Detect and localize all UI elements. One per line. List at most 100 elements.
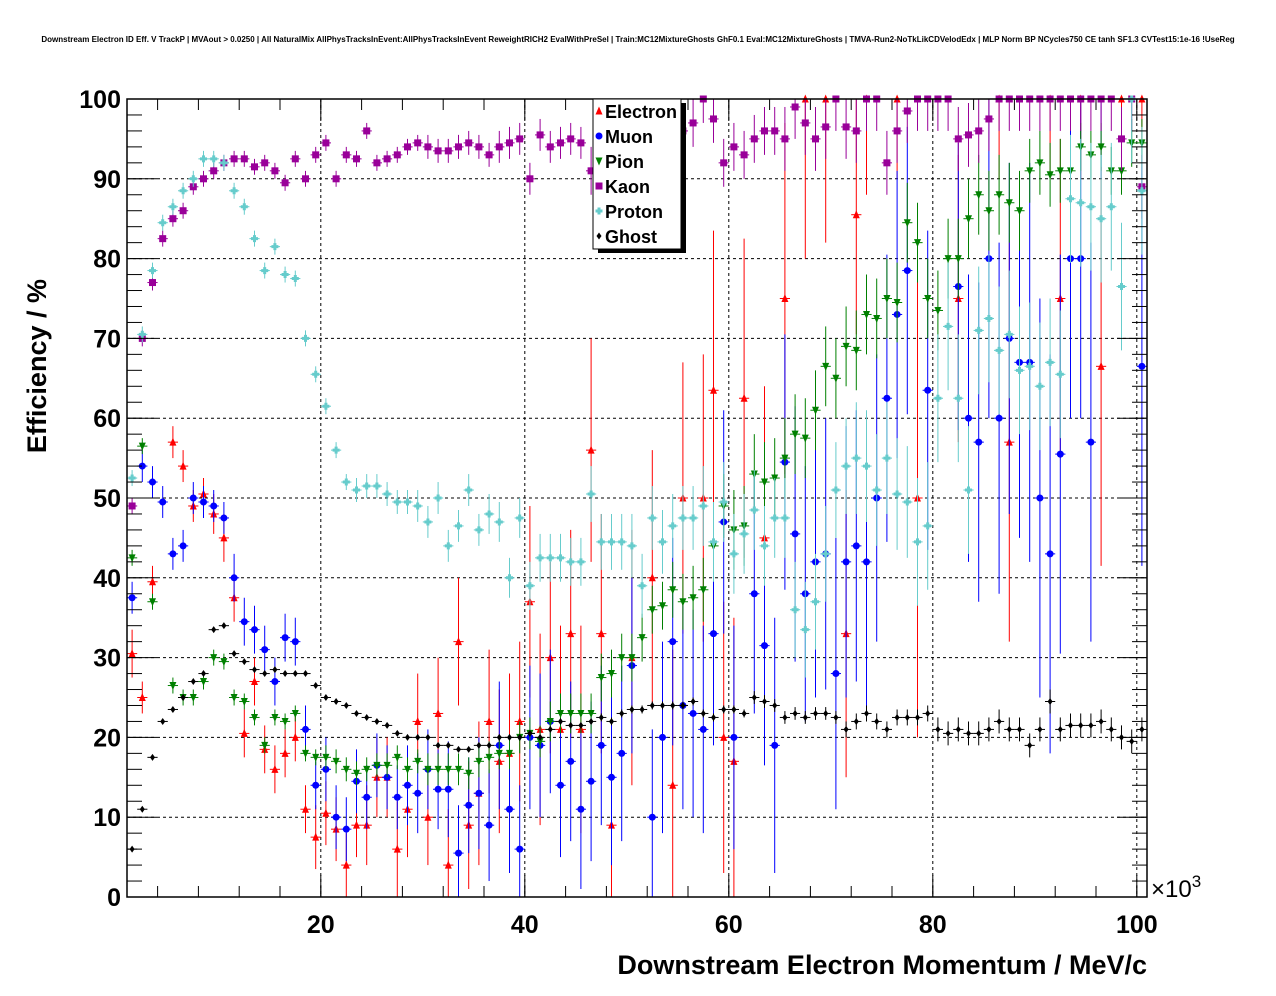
proton-point (944, 322, 952, 330)
kaon-point (373, 159, 381, 167)
kaon-point (342, 151, 350, 159)
pion-point (679, 598, 687, 607)
ghost-point (517, 733, 523, 741)
axis-ticks (127, 98, 1147, 898)
x-tick-label: 60 (715, 911, 743, 939)
proton-point (914, 538, 921, 546)
axis-tick-labels: 20 40 60 80 100 0 10 20 30 40 50 60 70 80 90 100 (79, 86, 1157, 939)
ghost-point (639, 705, 645, 713)
ghost-point (292, 670, 298, 678)
electron-point (251, 677, 258, 686)
kaon-point (557, 139, 564, 147)
y-tick-label: 100 (79, 86, 121, 114)
pion-point (210, 654, 218, 663)
muon-point (200, 498, 207, 506)
electron-point (220, 533, 228, 542)
kaon-point (893, 127, 901, 135)
pion-point (363, 765, 371, 774)
y-tick-label: 60 (93, 405, 121, 433)
ghost-point (690, 697, 696, 705)
ghost-point (609, 717, 614, 725)
proton-point (1026, 362, 1034, 370)
proton-point (475, 526, 483, 534)
kaon-point (159, 235, 167, 243)
ghost-point (384, 721, 390, 729)
muon-point (506, 805, 513, 813)
electron-point (434, 708, 442, 717)
pion-point (414, 757, 422, 766)
kaon-point (954, 135, 962, 143)
muon-point (608, 773, 615, 781)
kaon-point (281, 179, 289, 187)
pion-point (1026, 167, 1034, 176)
ghost-point (333, 697, 339, 705)
proton-point (852, 454, 860, 462)
pion-point (383, 761, 391, 770)
proton-point (128, 474, 136, 482)
pion-point (200, 678, 207, 687)
ghost-point (884, 725, 890, 733)
kaon-point (475, 143, 483, 151)
muon-point (516, 845, 524, 853)
muon-point (414, 789, 422, 797)
ghost-point (303, 670, 308, 678)
legend-label-ghost: Ghost (605, 227, 657, 247)
ghost-point (405, 733, 410, 741)
proton-point (240, 203, 248, 211)
electron-point (240, 728, 248, 737)
muon-point (281, 634, 289, 642)
proton-point (444, 542, 452, 550)
ghost-point (435, 741, 441, 749)
legend-label-pion: Pion (605, 152, 644, 172)
proton-point (342, 478, 350, 486)
pion-point (536, 737, 544, 746)
kaon-point (852, 127, 860, 135)
pion-point (332, 757, 340, 766)
pion-point (597, 674, 605, 683)
proton-point (1056, 370, 1064, 378)
ghost-point (823, 709, 829, 717)
proton-point (200, 155, 207, 163)
ghost-point (966, 729, 971, 737)
pion-point (954, 255, 962, 264)
muon-point (240, 618, 248, 626)
electron-point (342, 860, 350, 869)
muon-point (699, 725, 707, 733)
y-tick-label: 50 (93, 485, 121, 513)
ghost-point (711, 713, 716, 721)
kaon-point (261, 159, 269, 167)
pion-point (251, 713, 258, 722)
data-series (127, 94, 1147, 897)
muon-point (149, 478, 156, 486)
proton-point (659, 538, 666, 546)
pion-point (812, 406, 819, 415)
muon-point (363, 793, 371, 801)
electron-point (424, 812, 432, 821)
muon-point (791, 530, 799, 538)
legend-marker-kaon (595, 182, 603, 190)
ghost-point (507, 733, 512, 741)
muon-point (1046, 550, 1054, 558)
ghost-point (323, 694, 329, 701)
proton-point (179, 187, 187, 195)
pion-point (577, 709, 585, 718)
pion-point (546, 717, 554, 726)
ghost-point (568, 721, 574, 729)
kaon-point (1118, 135, 1125, 143)
ghost-point (241, 658, 247, 666)
proton-point (404, 498, 411, 506)
muon-point (659, 733, 666, 741)
ghost-point (1027, 741, 1033, 749)
muon-point (475, 789, 483, 797)
y-axis-title: Efficiency / % (22, 279, 52, 453)
pion-point (587, 709, 595, 718)
proton-point (1107, 203, 1115, 211)
proton-point (332, 446, 340, 454)
kaon-point (363, 127, 371, 135)
muon-point (771, 741, 779, 749)
pion-point (1016, 207, 1023, 216)
proton-point (353, 486, 360, 494)
pion-point (985, 207, 993, 216)
x-axis-title: Downstream Electron Momentum / MeV/c (617, 950, 1147, 980)
ghost-point (629, 705, 635, 713)
